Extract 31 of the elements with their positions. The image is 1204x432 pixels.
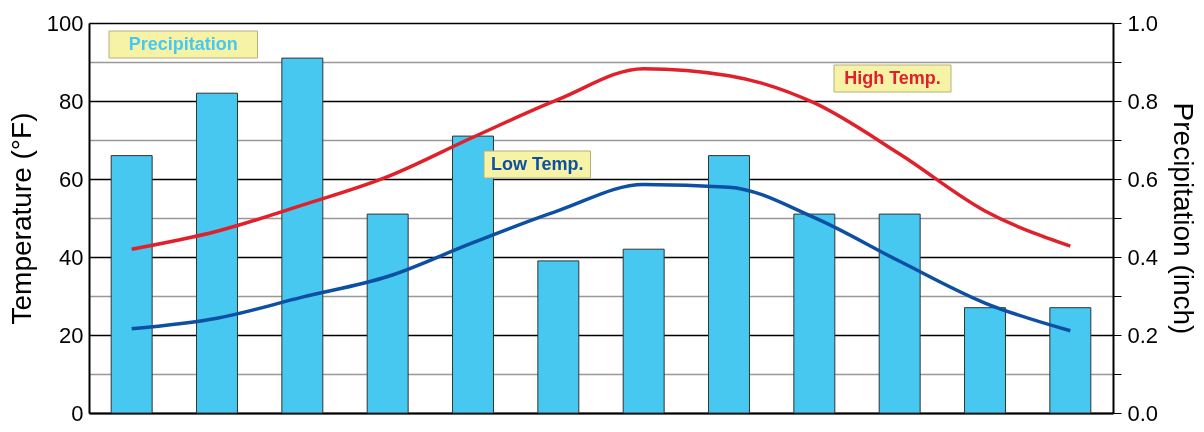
bar (196, 92, 238, 414)
bar (622, 248, 665, 414)
bar (537, 260, 580, 414)
bar (708, 155, 750, 414)
bar (110, 155, 153, 414)
line-series (129, 182, 1073, 333)
y-tick-label: 0 (71, 400, 84, 426)
series-label: High Temp. (844, 68, 941, 88)
y-axis-title: Temperature (°F) (5, 112, 37, 325)
bar (964, 307, 1006, 414)
y-tick-label: 60 (59, 166, 84, 192)
bar (281, 57, 324, 414)
y2-tick-label: 0.4 (1127, 244, 1159, 270)
y2-tick-label: 0.0 (1127, 400, 1159, 426)
series-label: Low Temp. (490, 154, 584, 174)
bar (878, 213, 921, 414)
y-tick-label: 40 (59, 244, 84, 270)
y-tick-label: 20 (59, 322, 84, 348)
y2-tick-label: 0.6 (1127, 166, 1159, 192)
bar (366, 213, 409, 414)
y2-axis-title: Precipitation (inch) (1168, 102, 1200, 335)
bar (452, 135, 494, 414)
line-series (129, 66, 1073, 251)
y-tick-label: 100 (46, 10, 84, 36)
y2-tick-label: 0.8 (1127, 88, 1159, 114)
y2-tick-label: 0.2 (1127, 322, 1159, 348)
y2-tick-label: 1.0 (1127, 10, 1159, 36)
bar (793, 213, 836, 414)
y-tick-label: 80 (59, 88, 84, 114)
bar (1049, 307, 1092, 414)
text: Precipitation (128, 34, 238, 54)
